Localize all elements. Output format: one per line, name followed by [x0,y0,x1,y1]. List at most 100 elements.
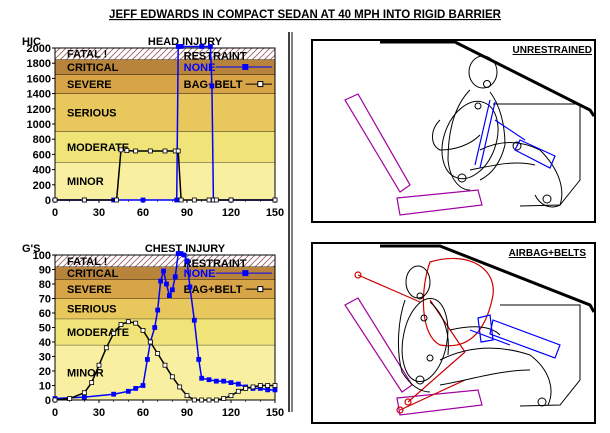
data-point [199,397,205,403]
legend-marker [242,64,249,70]
x-tick-label: 150 [266,207,284,219]
y-axis-label: G'S [22,243,41,255]
x-tick-label: 150 [266,407,284,419]
data-point [208,44,213,49]
data-point [178,44,184,49]
data-point [81,390,87,396]
data-point [221,378,227,384]
vehicle-roof-2 [380,244,596,313]
x-tick-label: 60 [137,207,149,219]
zone-fatal [55,255,275,267]
unrestrained-panel: UNRESTRAINED [311,39,596,223]
y-tick-label: 600 [33,149,51,161]
chest-injury-chart: MINOR MODERATE SERIOUS SEVERE CRITICALFATAL … [22,243,284,419]
y-tick-label: 200 [33,180,51,192]
y-tick-label: 20 [39,366,51,378]
y-tick-label: 1000 [27,119,51,131]
seat-back [344,93,411,193]
x-tick-label: 0 [52,207,58,219]
data-point [184,258,190,264]
data-point [257,383,263,388]
data-point [213,378,219,384]
zone-label: FATAL ! [67,256,107,268]
figure-title: JEFF EDWARDS IN COMPACT SEDAN AT 40 MPH … [109,9,502,21]
data-point [89,380,95,386]
legend-title: RESTRAINT [184,51,247,63]
legend-marker [257,286,264,293]
y-tick-label: 0 [45,395,51,407]
y-tick-label: 30 [39,352,51,364]
zone-label: MINOR [67,367,104,379]
head-injury-chart: MINOR MODERATE SERIOUS SEVERE CRITICALFATAL … [22,36,284,219]
x-tick-label: 0 [52,407,58,419]
y-tick-label: 1200 [27,104,51,116]
data-point [67,396,73,401]
data-point [187,284,193,290]
data-point [140,197,146,203]
zone-label: SERIOUS [67,304,117,316]
x-tick-label: 120 [222,407,240,419]
y-tick-label: 100 [33,250,51,262]
data-point [169,287,175,293]
data-point [164,281,169,287]
y-tick-label: 90 [39,265,51,277]
dashboard-outline [493,103,581,207]
data-point [272,197,278,203]
legend-title: RESTRAINT [184,258,247,270]
y-tick-label: 40 [39,337,51,349]
data-point [155,307,161,313]
data-point [81,394,87,400]
y-tick-label: 10 [39,381,51,393]
zone-label: MODERATE [67,327,129,339]
data-point [52,197,58,203]
zone-critical [55,59,275,75]
data-point [103,345,109,351]
data-point [162,362,168,368]
data-point [111,391,117,397]
zone-fatal [55,48,275,60]
data-point [124,148,130,154]
zone-moderate [55,131,275,162]
seat-cushion-2 [396,389,483,416]
data-point [133,320,139,326]
x-tick-label: 120 [222,207,240,219]
data-point [125,388,131,394]
x-tick-label: 60 [137,407,149,419]
data-point [169,374,175,380]
data-point [172,274,178,280]
zone-label: MINOR [67,176,104,188]
zone-severe [55,279,275,299]
data-point [125,319,131,325]
y-tick-label: 1400 [27,89,51,101]
y-tick-label: 2000 [27,43,51,55]
data-point [191,397,197,403]
zone-label: CRITICAL [67,268,119,280]
zone-serious [55,298,275,319]
x-tick-label: 30 [93,407,105,419]
zone-label: SERIOUS [67,108,117,120]
y-tick-label: 80 [39,279,51,291]
y-tick-label: 0 [45,195,51,207]
zone-minor [55,162,275,200]
data-point [206,197,212,203]
seat-cushion [396,189,483,216]
legend-marker [242,270,249,277]
data-point [147,339,153,345]
zone-serious [55,93,275,132]
data-point [111,330,117,336]
data-point [140,327,146,333]
data-point [144,356,150,362]
data-point [178,197,184,203]
y-tick-label: 50 [39,323,51,335]
unrestrained-occupant [432,55,563,208]
data-point [265,387,271,393]
zone-label: FATAL ! [67,49,107,61]
data-point [221,396,227,401]
y-tick-label: 1600 [27,73,51,85]
data-point [191,197,197,203]
steering-column-2 [469,314,561,359]
data-point [272,387,278,393]
data-point [206,397,212,403]
y-tick-label: 70 [39,294,51,306]
